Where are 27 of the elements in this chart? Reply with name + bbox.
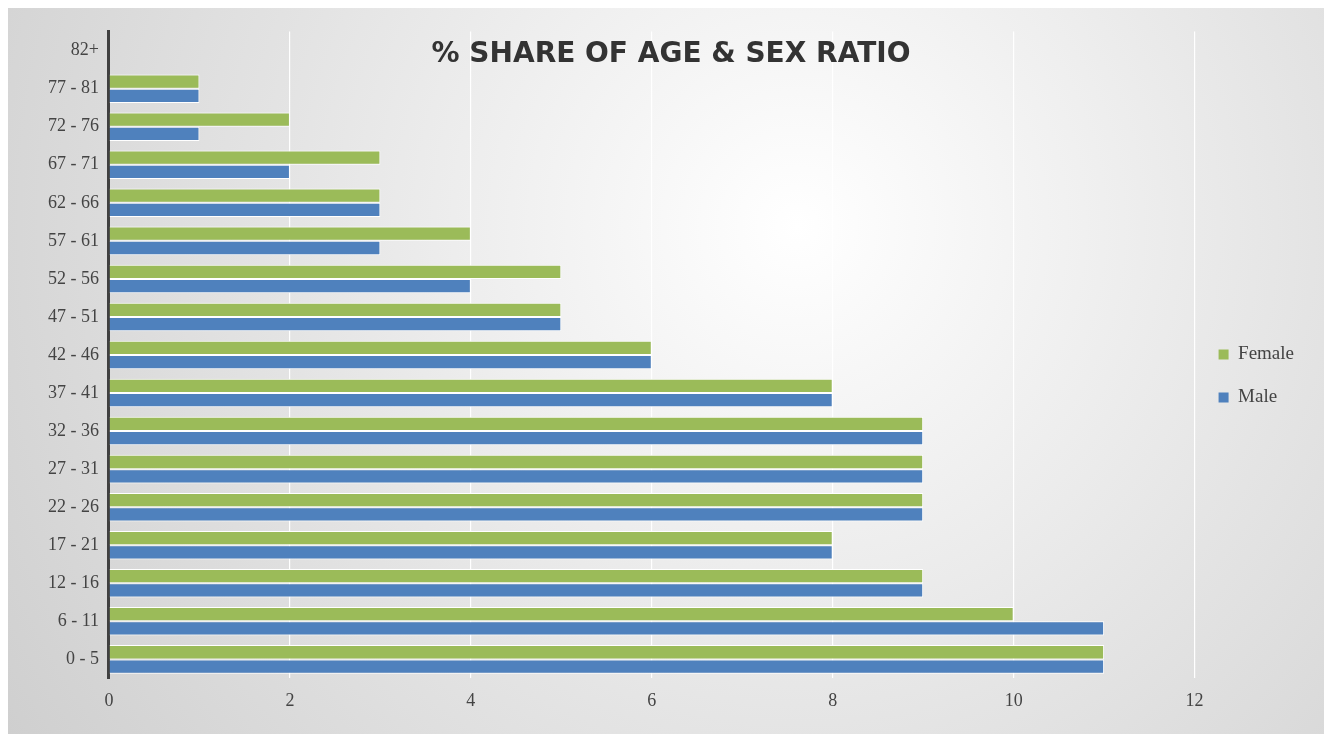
x-tick-label: 0 xyxy=(104,689,114,710)
x-tick-label: 2 xyxy=(285,689,295,710)
y-tick-label: 62 - 66 xyxy=(47,191,99,212)
y-tick-label: 82+ xyxy=(70,39,99,60)
y-tick-label: 57 - 61 xyxy=(47,229,99,250)
legend-label: Male xyxy=(1238,385,1278,407)
y-tick-label: 37 - 41 xyxy=(47,381,99,402)
y-tick-label: 12 - 16 xyxy=(47,572,99,593)
y-tick-label: 0 - 5 xyxy=(65,648,99,669)
legend-label: Female xyxy=(1238,342,1295,364)
x-tick-label: 4 xyxy=(466,689,476,710)
y-tick-label: 72 - 76 xyxy=(47,115,99,136)
y-tick-label: 77 - 81 xyxy=(47,77,99,98)
x-tick-label: 6 xyxy=(647,689,657,710)
y-tick-label: 6 - 11 xyxy=(57,610,99,631)
y-tick-label: 42 - 46 xyxy=(47,343,99,364)
x-tick-label: 12 xyxy=(1185,689,1204,710)
y-tick-label: 17 - 21 xyxy=(47,533,99,554)
y-tick-label: 22 - 26 xyxy=(47,495,99,516)
x-tick-label: 8 xyxy=(828,689,838,710)
y-tick-label: 67 - 71 xyxy=(47,153,99,174)
x-tick-label: 10 xyxy=(1004,689,1023,710)
y-tick-label: 47 - 51 xyxy=(47,305,99,326)
chart-title: % SHARE OF AGE & SEX RATIO xyxy=(431,36,911,70)
y-tick-label: 27 - 31 xyxy=(47,457,99,478)
y-tick-label: 32 - 36 xyxy=(47,419,99,440)
y-tick-label: 52 - 56 xyxy=(47,267,99,288)
